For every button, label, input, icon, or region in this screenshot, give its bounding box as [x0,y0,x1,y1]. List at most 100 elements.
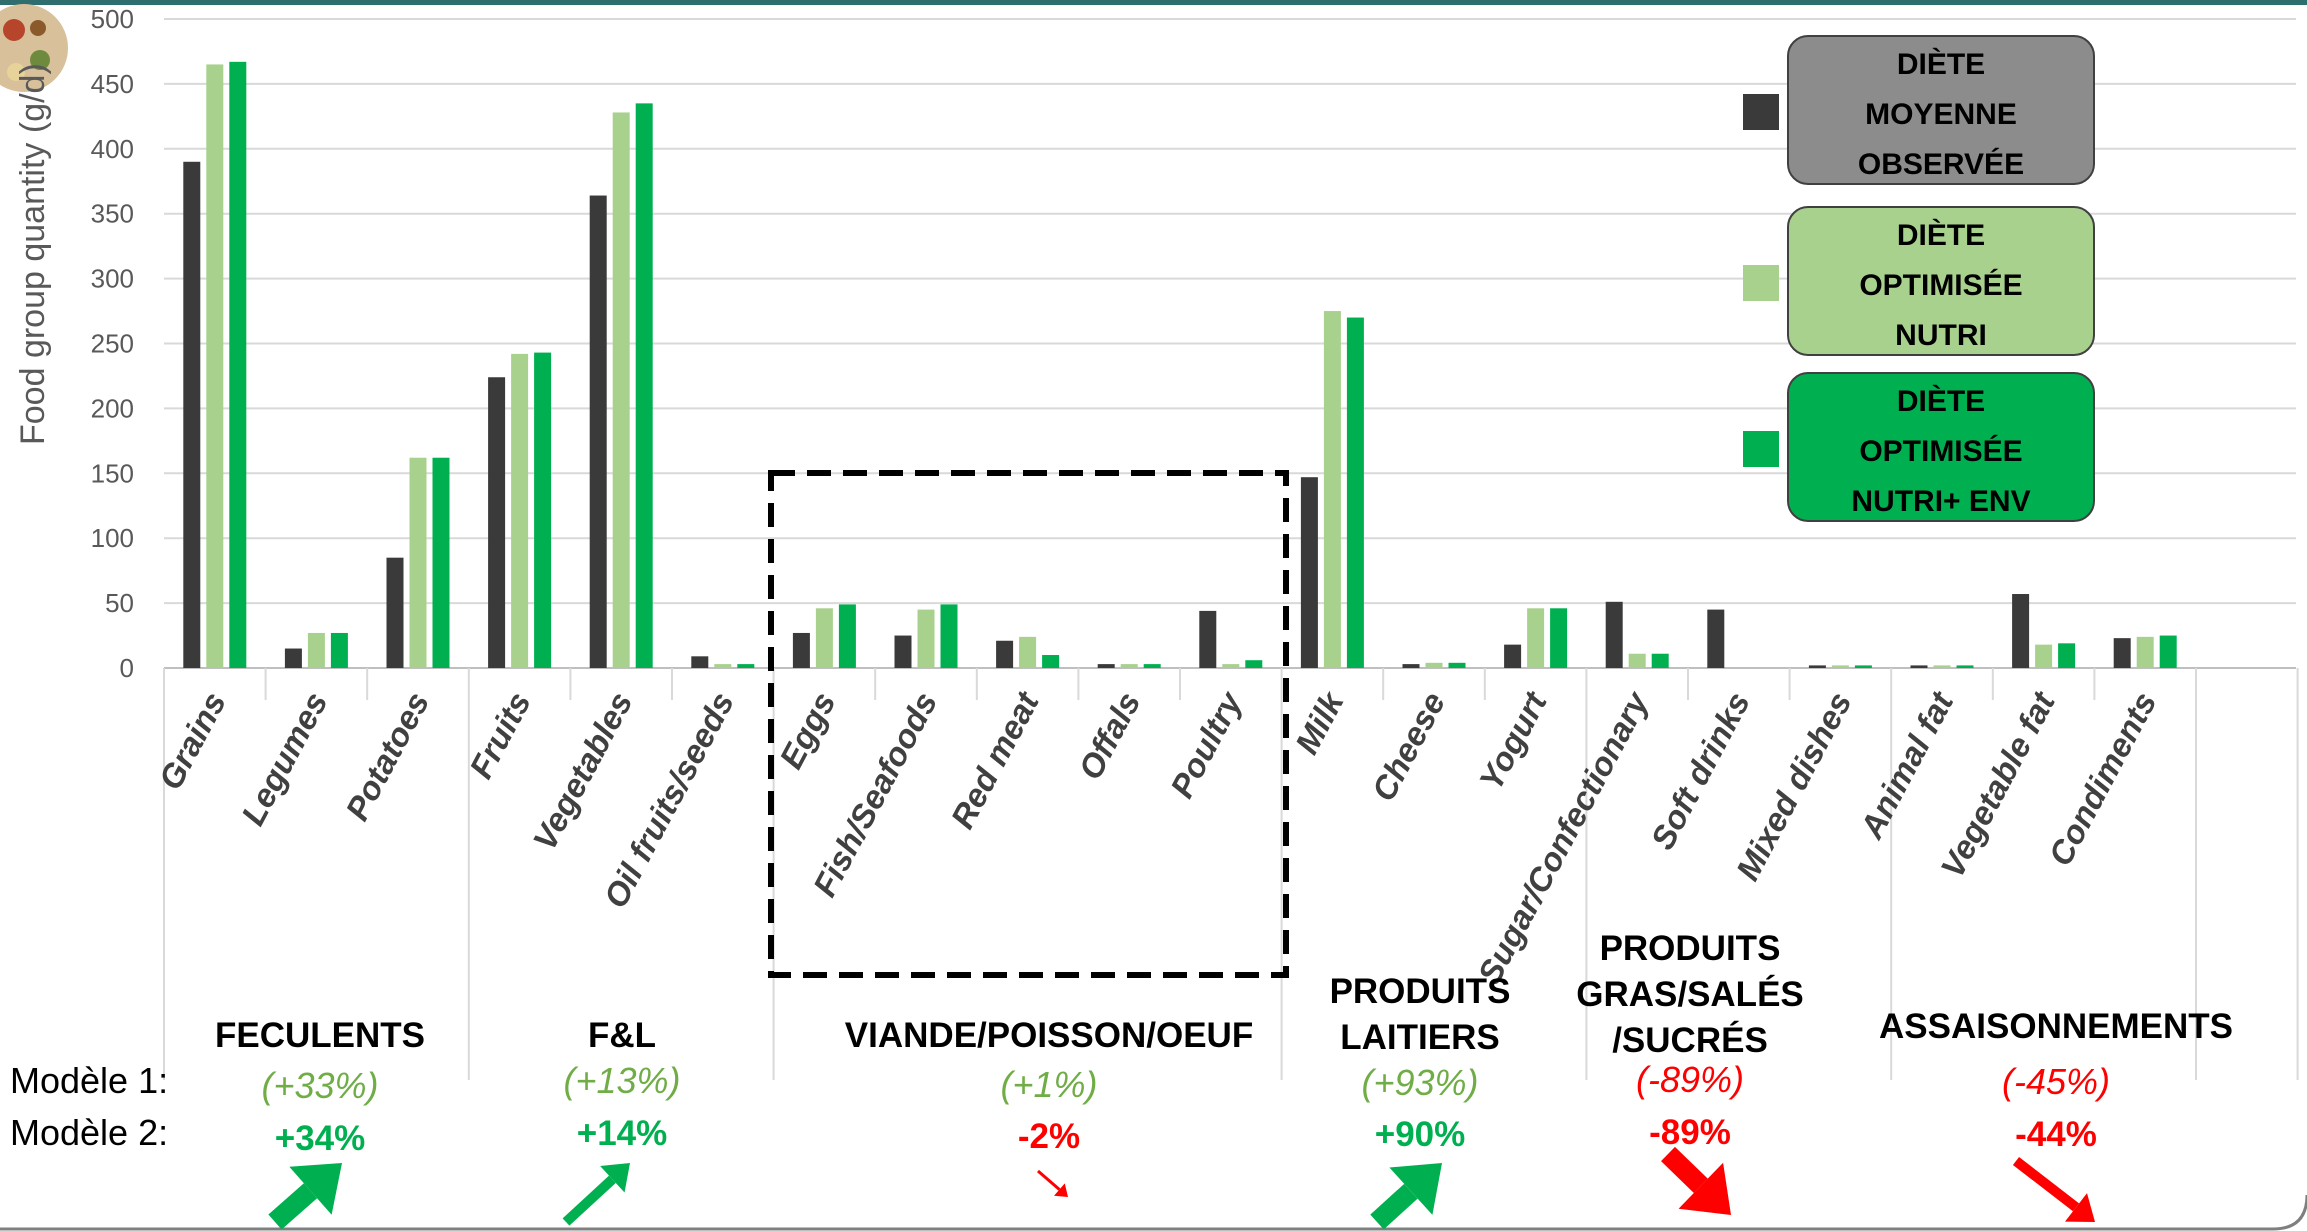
bar [1199,610,1217,668]
category-label: Condiments [2041,686,2163,872]
model1-change: (-89%) [1636,1059,1744,1100]
model2-change: -44% [2015,1115,2097,1154]
bar [1808,665,1826,668]
bar [409,457,427,668]
legend-text: NUTRI [1895,319,1987,352]
category-label: Milk [1288,684,1352,759]
bar [1222,664,1240,668]
bar [2035,644,2053,668]
bar [1448,662,1466,668]
legend-text: DIÈTE [1897,47,1985,81]
bar [714,664,732,668]
legend-text: DIÈTE [1897,384,1985,418]
bar [284,648,302,668]
trend-arrow-shaft [1370,1183,1418,1230]
legend-text: MOYENNE [1865,98,2017,131]
y-tick-label: 300 [91,264,134,294]
bar [1956,665,1974,668]
frame-border [0,1194,2307,1231]
bar [1097,664,1115,668]
bar [1042,655,1060,668]
y-tick-label: 350 [91,199,134,229]
bars [183,61,2177,669]
trend-arrow-shaft [2012,1157,2080,1212]
bar [229,61,247,669]
legend-swatch [1743,265,1779,301]
y-axis-label: Food group quantity (g/d) [14,63,52,445]
model1-row-label: Modèle 1: [10,1060,168,1101]
category-label: Poultry [1163,684,1250,803]
category-label: Soft drinks [1643,686,1757,856]
bar [1550,608,1568,668]
group-title: ASSAISONNEMENTS [1879,1007,2233,1046]
bar [2113,638,2131,668]
model1-change: (+93%) [1361,1062,1478,1103]
group-title: GRAS/SALÉS [1576,974,1804,1014]
model1-change: (+33%) [261,1065,378,1106]
legend-text: DIÈTE [1897,218,1985,252]
model1-change: (+1%) [1000,1064,1097,1105]
bar [2058,643,2076,668]
trend-arrow-head [1389,1163,1442,1215]
bar [635,103,653,669]
y-tick-label: 150 [91,458,134,488]
model1-change: (-45%) [2002,1061,2110,1102]
bar [691,656,709,668]
y-tick-label: 200 [91,393,134,423]
trend-arrow-head [2065,1193,2095,1222]
bar [792,632,810,668]
legend-text: OBSERVÉE [1858,147,2024,181]
group-title: LAITIERS [1340,1018,1499,1057]
bar [838,604,856,668]
bar [1910,665,1928,668]
bar [1628,653,1646,668]
bar [996,640,1014,668]
bar [488,377,506,668]
bar [511,353,529,668]
trend-arrow-head [289,1163,342,1215]
trend-arrow-shaft [1037,1169,1061,1191]
model2-change: +34% [275,1119,366,1158]
model2-change: +14% [577,1114,668,1153]
trend-arrow-head [1678,1162,1731,1215]
bar [917,609,935,668]
group-title: PRODUITS [1330,972,1511,1011]
bar [386,557,404,668]
category-labels: Grains Legumes Potatoes FruitsVegetablesOil… [151,684,2163,990]
bar [1527,608,1545,668]
bar [1651,653,1669,668]
bar [1707,609,1725,668]
bar [894,635,912,668]
food-group-summaries: FECULENTS (+33%) +34% F&L (+13%) +14% VIANDE/P… [215,929,2233,1230]
trend-arrow-shaft [562,1175,616,1226]
category-label: Legumes [234,686,335,831]
bar [1323,311,1341,668]
legend: DIÈTE MOYENNE OBSERVÉE DIÈTE OPTIMISÉE NUTRI D… [1743,35,2095,522]
bar [737,664,755,668]
y-tick-label: 400 [91,134,134,164]
bar [612,112,630,669]
group-title: VIANDE/POISSON/OEUF [845,1016,1253,1055]
bar [1245,660,1263,668]
trend-arrow-head [600,1163,630,1193]
bar [1346,317,1364,668]
bar [589,195,607,668]
category-label: Red meat [943,684,1046,834]
group-title: PRODUITS [1600,929,1781,968]
bar [2012,594,2030,668]
y-tick-label: 250 [91,329,134,359]
bar [1854,665,1872,668]
category-label: Cheese [1364,686,1452,807]
trend-arrow-shaft [1661,1146,1708,1193]
bar [534,352,552,668]
bar [307,632,325,668]
y-tick-label: 450 [91,69,134,99]
highlight-box [768,470,1289,978]
bar [1019,636,1037,668]
bar [330,632,348,668]
bar [1300,477,1318,668]
model1-change: (+13%) [563,1060,680,1101]
category-label: Offals [1071,686,1147,785]
category-label: Fruits [462,686,538,784]
model2-change: -89% [1649,1113,1731,1152]
